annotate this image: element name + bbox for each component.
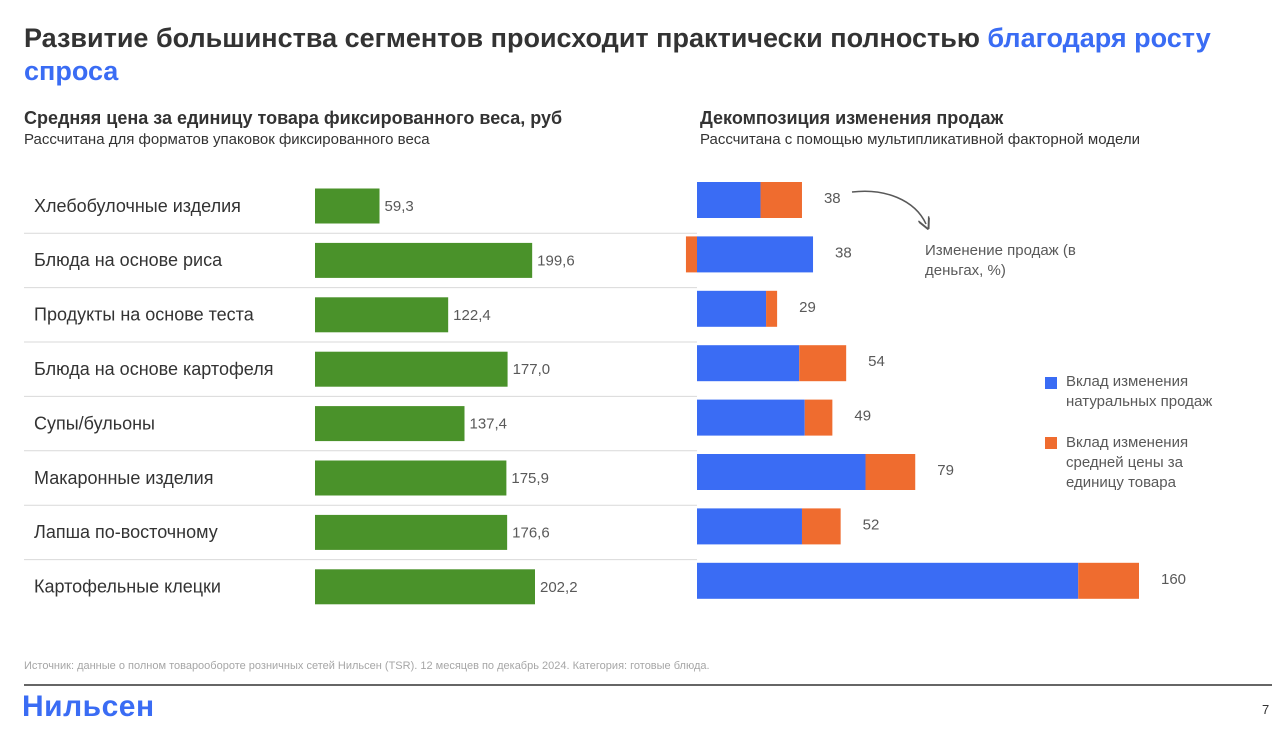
- value-label: 176,6: [512, 524, 550, 541]
- title-text: Развитие большинства сегментов происходи…: [24, 23, 980, 53]
- bar-segment: [697, 454, 866, 490]
- bar: [315, 460, 507, 496]
- total-label: 29: [799, 299, 816, 316]
- bar-segment: [697, 345, 800, 382]
- category-label: Хлебобулочные изделия: [34, 196, 241, 216]
- bar-segment: [804, 399, 833, 436]
- legend-swatch: [1045, 377, 1057, 389]
- total-label: 38: [824, 190, 841, 207]
- bar-segment: [697, 562, 1079, 599]
- total-label: 160: [1161, 571, 1186, 588]
- bar-segment: [760, 182, 802, 218]
- value-label: 177,0: [513, 361, 551, 378]
- chart-subtitle: Рассчитана с помощью мультипликативной ф…: [700, 131, 1140, 148]
- bar: [315, 406, 465, 442]
- total-label: 52: [863, 516, 880, 533]
- category-label: Блюда на основе риса: [34, 250, 223, 270]
- legend-swatch: [1045, 437, 1057, 449]
- bar: [315, 569, 535, 605]
- category-label: Продукты на основе теста: [34, 305, 255, 325]
- category-label: Лапша по-восточному: [34, 522, 218, 542]
- source-note: Источник: данные о полном товарообороте …: [24, 660, 710, 672]
- bar: [315, 188, 380, 224]
- bar-segment: [697, 290, 767, 327]
- bar-segment: [865, 454, 916, 490]
- total-label: 54: [868, 353, 885, 370]
- bar-segment: [766, 290, 778, 327]
- total-label: 49: [854, 408, 871, 425]
- bar-segment: [685, 236, 697, 273]
- legend-label: Вклад изменения средней цены за единицу …: [1066, 434, 1189, 491]
- bar-segment: [697, 399, 805, 436]
- annotation: Изменение продаж (в деньгах, %): [925, 242, 1076, 279]
- bar-segment: [697, 236, 814, 273]
- category-label: Макаронные изделия: [34, 468, 213, 488]
- category-label: Супы/бульоны: [34, 413, 155, 433]
- bar-segment: [799, 345, 847, 382]
- legend-label: Вклад изменения натуральных продаж: [1066, 373, 1213, 410]
- bar-segment: [697, 182, 761, 218]
- page-number: 7: [1262, 702, 1270, 717]
- logo: Нильсен: [22, 690, 155, 723]
- bar: [315, 351, 508, 387]
- value-label: 175,9: [511, 470, 549, 487]
- slide-title: Развитие большинства сегментов происходи…: [24, 22, 1254, 88]
- bar-segment: [1078, 562, 1139, 599]
- category-label: Картофельные клецки: [34, 577, 221, 597]
- bar: [315, 297, 449, 333]
- category-label: Блюда на основе картофеля: [34, 359, 273, 379]
- bar: [315, 514, 508, 550]
- bar-segment: [801, 508, 841, 545]
- title-highlight: благодаря росту спроса: [24, 23, 1211, 86]
- value-label: 122,4: [453, 307, 491, 324]
- value-label: 199,6: [537, 252, 575, 269]
- bar: [315, 242, 533, 278]
- annotation-arrow: [851, 190, 926, 224]
- chart-title: Декомпозиция изменения продаж: [700, 108, 1004, 128]
- bar-segment: [697, 508, 802, 545]
- value-label: 202,2: [540, 579, 578, 596]
- value-label: 137,4: [469, 416, 507, 433]
- chart-title: Средняя цена за единицу товара фиксирова…: [24, 108, 563, 128]
- chart-subtitle: Рассчитана для форматов упаковок фиксиро…: [24, 131, 430, 148]
- total-label: 38: [835, 244, 852, 261]
- total-label: 79: [937, 462, 954, 479]
- value-label: 59,3: [385, 198, 414, 215]
